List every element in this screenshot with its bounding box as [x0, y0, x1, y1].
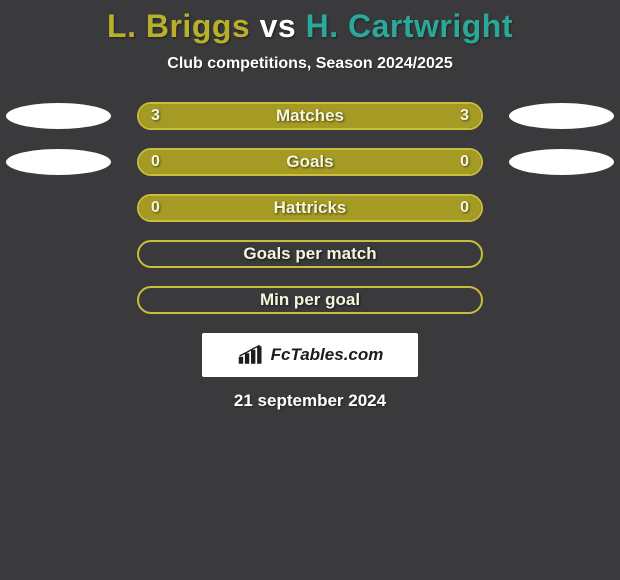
stat-bar: Goals per match	[137, 240, 483, 268]
bars-icon	[237, 344, 265, 366]
stat-label: Matches	[139, 104, 481, 128]
stat-bar: 00Hattricks	[137, 194, 483, 222]
vs-separator: vs	[260, 8, 297, 44]
stat-row: 00Goals	[0, 147, 620, 177]
comparison-card: L. Briggs vs H. Cartwright Club competit…	[0, 0, 620, 411]
stat-label: Min per goal	[139, 288, 481, 312]
stat-rows: 33Matches 00Goals 00Hattricks Goals per mat…	[0, 101, 620, 315]
player2-name: H. Cartwright	[306, 8, 513, 44]
player2-marker	[509, 103, 614, 129]
stat-label: Hattricks	[139, 196, 481, 220]
stat-label: Goals per match	[139, 242, 481, 266]
subtitle: Club competitions, Season 2024/2025	[167, 55, 452, 73]
stat-row: 00Hattricks	[0, 193, 620, 223]
player2-marker	[509, 149, 614, 175]
stat-row: Goals per match	[0, 239, 620, 269]
attribution-badge[interactable]: FcTables.com	[202, 333, 418, 377]
stat-bar: 00Goals	[137, 148, 483, 176]
player1-marker	[6, 149, 111, 175]
stat-label: Goals	[139, 150, 481, 174]
stat-bar: 33Matches	[137, 102, 483, 130]
stat-bar: Min per goal	[137, 286, 483, 314]
stat-row: Min per goal	[0, 285, 620, 315]
attribution-text: FcTables.com	[271, 345, 384, 365]
comparison-title: L. Briggs vs H. Cartwright	[107, 8, 513, 45]
date-text: 21 september 2024	[234, 391, 386, 411]
stat-row: 33Matches	[0, 101, 620, 131]
player1-name: L. Briggs	[107, 8, 250, 44]
player1-marker	[6, 103, 111, 129]
